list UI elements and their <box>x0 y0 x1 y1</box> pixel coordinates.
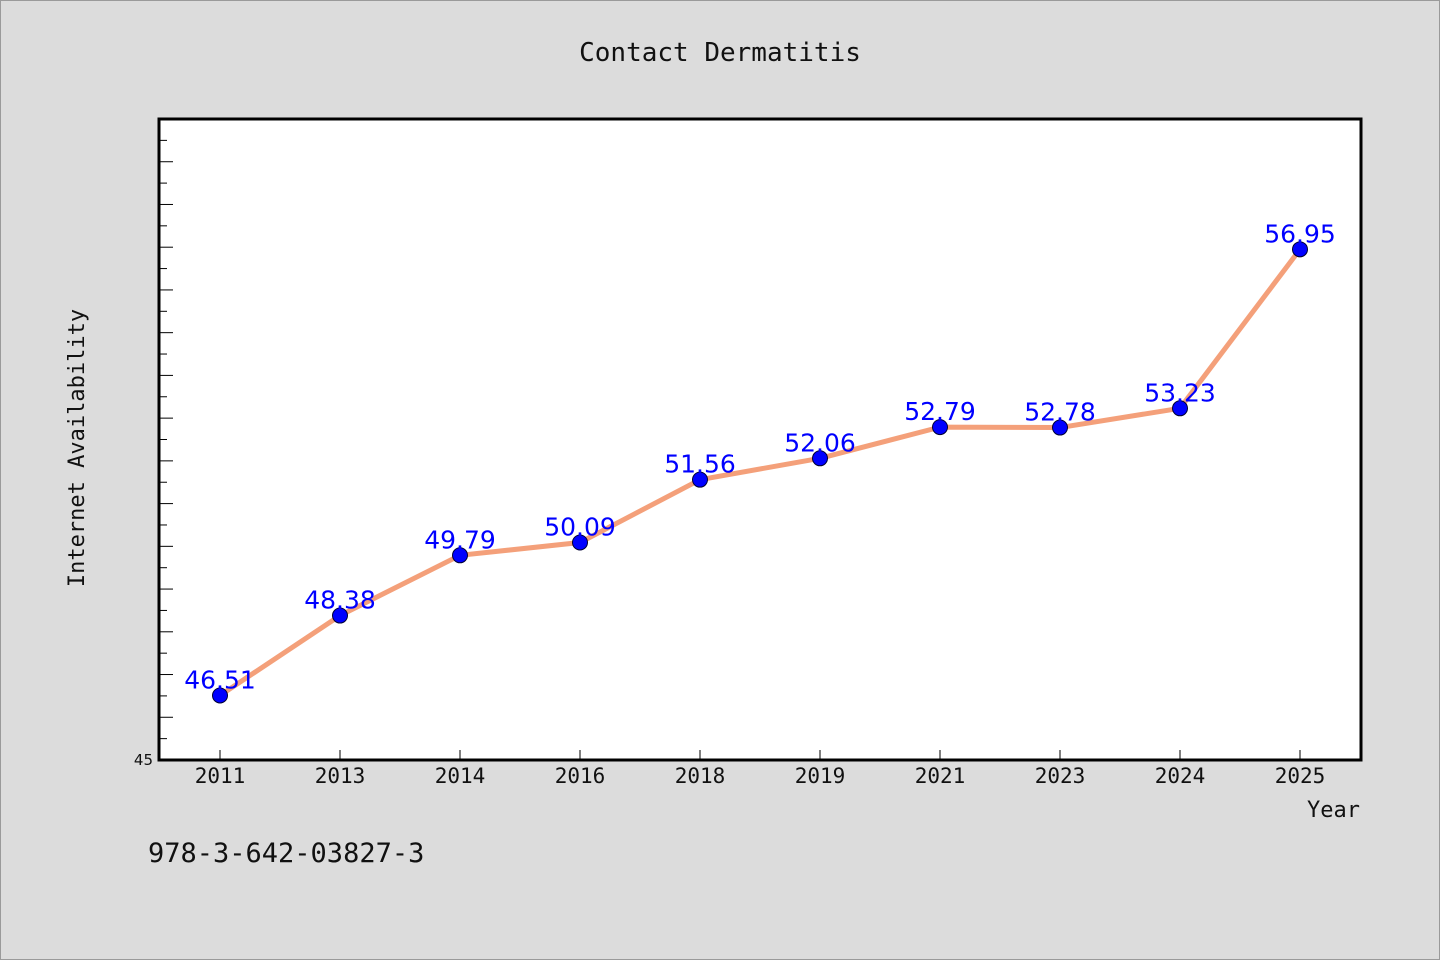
x-tick-label: 2018 <box>675 764 726 788</box>
x-tick-label: 2024 <box>1155 764 1206 788</box>
x-axis-ticks: 2011 2013 2014 2016 2018 2019 2021 2023 2024 2025 <box>195 750 1326 788</box>
data-point <box>212 687 228 704</box>
x-tick-label: 2021 <box>915 764 966 788</box>
data-label: 52.79 <box>904 397 976 426</box>
x-tick-label: 2023 <box>1035 764 1086 788</box>
series-line <box>217 246 1303 698</box>
x-tick-label: 2014 <box>435 764 486 788</box>
data-label: 52.06 <box>784 428 856 457</box>
data-point <box>692 471 708 488</box>
data-label: 56.95 <box>1264 219 1336 248</box>
data-markers <box>212 241 1308 704</box>
isbn-code: 978-3-642-03827-3 <box>148 838 424 869</box>
x-tick-label: 2019 <box>795 764 846 788</box>
plot-area <box>157 117 1363 762</box>
y-tick-label: 45 <box>134 751 153 769</box>
x-tick-label: 2011 <box>195 764 246 788</box>
data-label: 50.09 <box>544 512 616 541</box>
data-point <box>1172 400 1188 417</box>
data-labels: 46.51 48.38 49.79 50.09 51.56 52.06 52.79 52.78… <box>184 219 1336 694</box>
data-label: 49.79 <box>424 525 496 554</box>
data-point <box>572 534 588 551</box>
x-tick-label: 2025 <box>1275 764 1326 788</box>
data-label: 48.38 <box>304 586 376 615</box>
chart-title: Contact Dermatitis <box>579 38 861 68</box>
x-axis-label: Year <box>1307 798 1360 823</box>
data-label: 46.51 <box>184 665 256 694</box>
data-point <box>932 419 948 436</box>
data-label: 52.78 <box>1024 398 1096 427</box>
data-point <box>812 450 828 467</box>
data-label: 51.56 <box>664 450 736 479</box>
data-point <box>1052 419 1068 436</box>
data-point <box>1292 241 1308 258</box>
y-axis-ticks: 45 <box>134 139 173 769</box>
y-axis-label: Internet Availability <box>65 309 90 587</box>
data-point <box>452 547 468 564</box>
x-tick-label: 2016 <box>555 764 606 788</box>
series-line-group <box>217 246 1303 698</box>
data-label: 53.23 <box>1144 378 1216 407</box>
data-point <box>332 607 348 624</box>
x-tick-label: 2013 <box>315 764 366 788</box>
